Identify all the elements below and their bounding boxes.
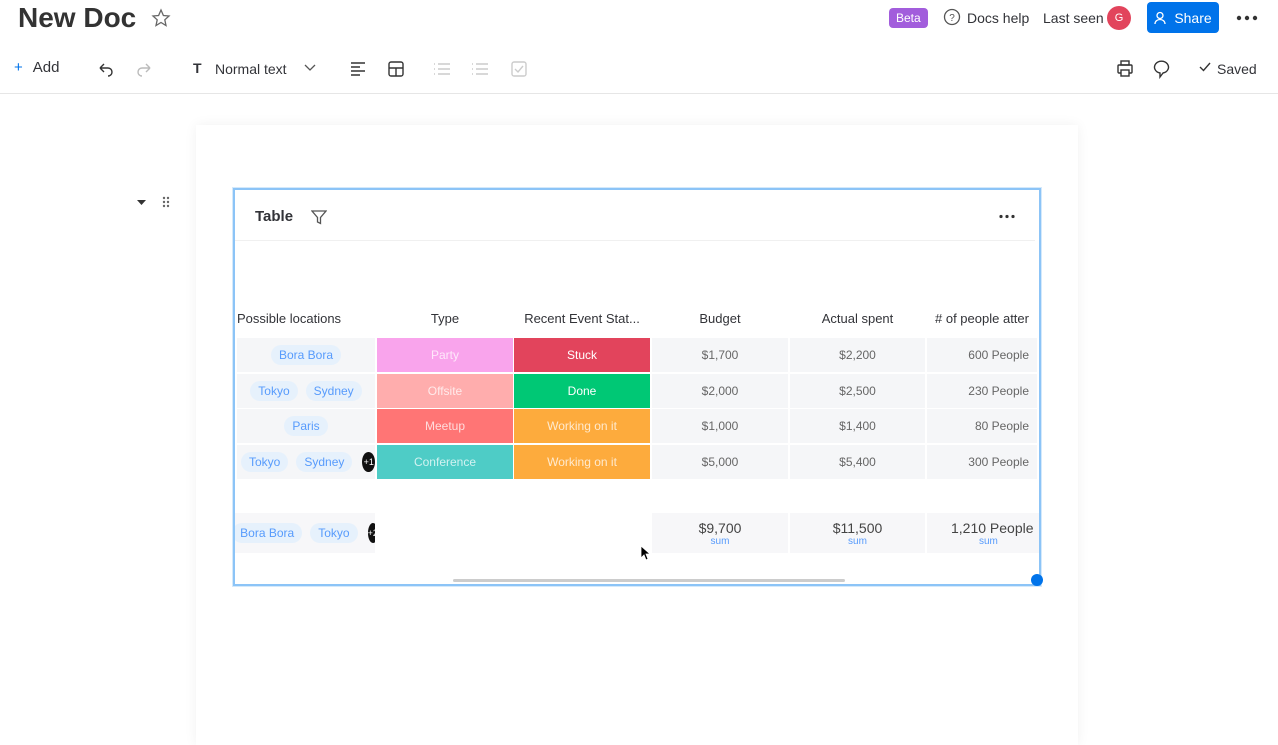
locations-cell: Tokyo Sydney +1 (237, 444, 375, 479)
column-header: Possible locations (237, 310, 342, 326)
menu-icon[interactable] (1236, 14, 1258, 22)
people-cell: 300 People (927, 444, 1037, 479)
table-title: Table (255, 208, 294, 225)
summary-cell: $9,700 sum (652, 513, 788, 553)
budget-cell: $5,000 (652, 444, 788, 479)
column-header: Actual spent (821, 310, 894, 326)
spent-cell: $2,500 (790, 373, 925, 408)
share-button[interactable]: Share (1147, 2, 1219, 33)
status-cell: Stuck (514, 338, 650, 372)
share-icon (1154, 11, 1166, 24)
budget-cell: $1,000 (652, 409, 788, 443)
type-cell: Party (377, 338, 513, 372)
cursor (640, 545, 650, 561)
people-cell: 230 People (927, 373, 1037, 408)
add-button[interactable]: + Add (14, 59, 60, 76)
locations-cell: Bora Bora (237, 338, 375, 372)
spent-cell: $2,200 (790, 338, 925, 372)
summary-locations: Bora Bora Tokyo +2 (235, 513, 375, 553)
saved-status: Saved (1217, 61, 1257, 77)
status-cell: Working on it (514, 444, 650, 479)
location-chip: Paris (284, 416, 328, 436)
text-style[interactable]: Normal text (215, 61, 287, 77)
type-cell: Offsite (377, 373, 513, 408)
undo-redo[interactable] (96, 60, 156, 78)
format-icons[interactable] (348, 60, 528, 78)
doc-title: New Doc (18, 2, 137, 33)
people-cell: 80 People (927, 409, 1037, 443)
help-icon[interactable]: ? (943, 8, 961, 26)
summary-label: sum (979, 535, 998, 547)
budget-cell: $2,000 (652, 373, 788, 408)
locations-cell: Paris (237, 409, 375, 443)
status-cell: Done (514, 373, 650, 408)
column-header: Recent Event Stat... (524, 310, 640, 326)
check-icon (1199, 62, 1211, 72)
share-label: Share (1174, 9, 1212, 26)
more-badge: +1 (362, 451, 375, 472)
type-cell: Conference (377, 444, 513, 479)
add-label: Add (32, 59, 60, 76)
table-widget: Table Possible locations Type Recent Event… (233, 188, 1041, 586)
summary-label: sum (710, 535, 730, 547)
column-header: # of people atter (935, 310, 1029, 326)
filter-icon[interactable] (311, 209, 327, 225)
summary-value: 1,210 People (951, 519, 1034, 536)
more-badge: +2 (367, 523, 375, 543)
scrollbar[interactable] (453, 579, 845, 582)
avatar[interactable]: G (1107, 6, 1131, 30)
location-chip: Bora Bora (270, 345, 342, 365)
column-header: Budget (699, 310, 741, 326)
summary-label: sum (848, 535, 867, 547)
star-icon[interactable] (151, 8, 171, 28)
location-chip: Bora Bora (235, 523, 303, 543)
last-seen[interactable]: Last seen (1043, 10, 1104, 26)
beta-badge: Beta (889, 8, 928, 28)
t-icon: T (193, 60, 202, 76)
table-menu[interactable] (999, 214, 1015, 219)
budget-cell: $1,700 (652, 338, 788, 372)
locations-cell: Tokyo Sydney (237, 373, 375, 408)
location-chip: Tokyo (250, 380, 298, 401)
location-chip: Tokyo (310, 523, 358, 543)
summary-value: $9,700 (698, 519, 742, 536)
dropdown-icon (304, 64, 316, 71)
people-cell: 600 People (927, 338, 1037, 372)
status-cell: Working on it (514, 409, 650, 443)
page: New Doc Beta ? Docs help Last seen G Sha… (0, 2, 1278, 586)
spent-cell: $5,400 (790, 444, 925, 479)
resize-handle[interactable] (1031, 574, 1043, 586)
summary-value: $11,500 (832, 519, 883, 536)
title-divider (235, 240, 1035, 241)
location-chip: Tokyo (241, 451, 289, 472)
toolbar-divider (0, 93, 1278, 94)
docs-help[interactable]: Docs help (967, 10, 1030, 26)
column-header: Type (430, 310, 460, 326)
print-comment[interactable] (1116, 59, 1176, 79)
block-handles[interactable] (136, 196, 172, 210)
summary-cell: 1,210 People sum (927, 513, 1039, 553)
summary-cell: $11,500 sum (790, 513, 925, 553)
svg-text:?: ? (949, 13, 955, 24)
location-chip: Sydney (296, 451, 353, 472)
location-chip: Sydney (305, 380, 362, 401)
type-cell: Meetup (377, 409, 513, 443)
spent-cell: $1,400 (790, 409, 925, 443)
